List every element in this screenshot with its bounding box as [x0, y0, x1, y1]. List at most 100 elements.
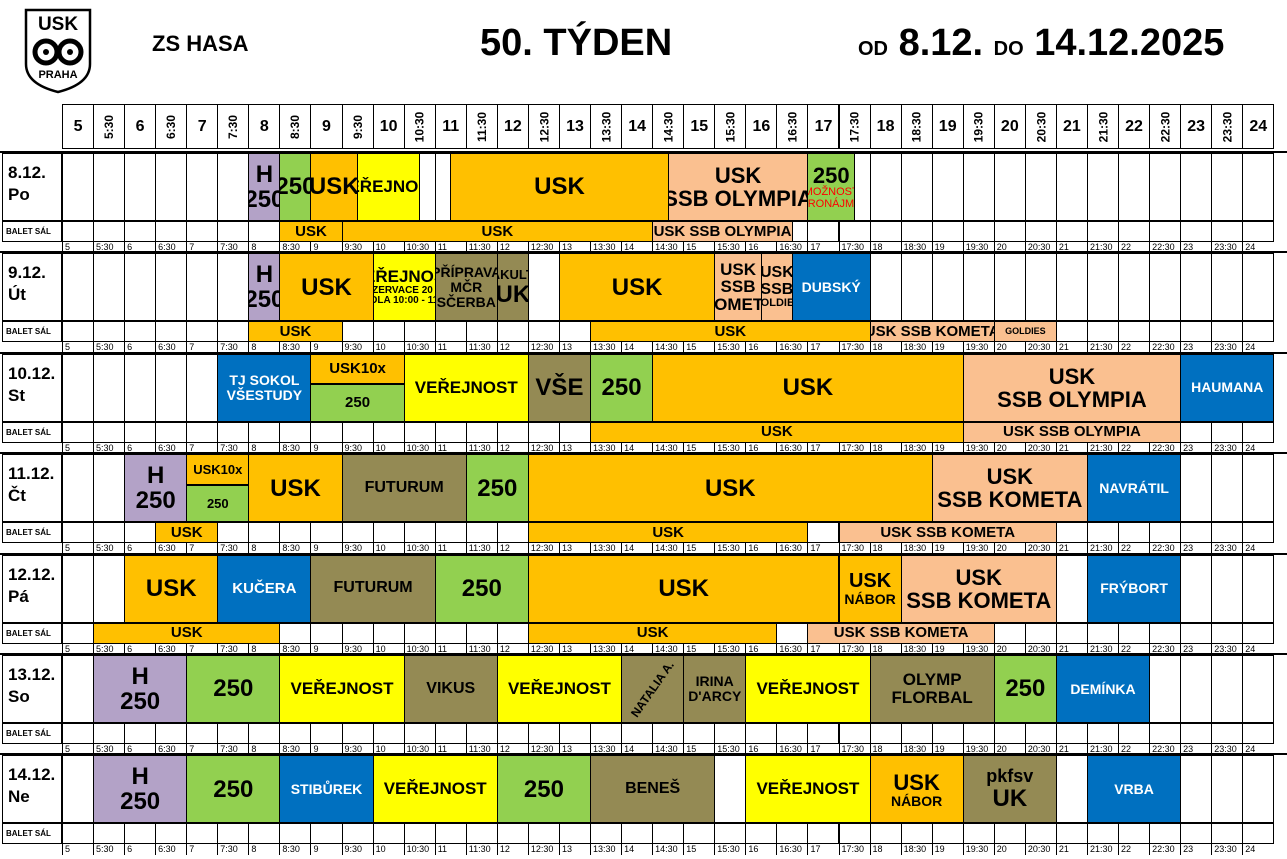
schedule-block-label: SSB KOMETA: [937, 487, 1083, 513]
date-to: 14.12.2025: [1034, 22, 1225, 64]
empty-slot: [155, 153, 188, 221]
balet-empty-slot: [838, 723, 871, 744]
balet-empty-slot: [1242, 522, 1275, 544]
balet-empty-slot: [807, 522, 840, 544]
hour-tick-label: 16:30: [776, 242, 807, 253]
hour-tick-label: 17:30: [838, 543, 870, 555]
hour-tick-label: 5: [62, 844, 93, 856]
balet-empty-slot: [1242, 823, 1275, 845]
balet-empty-slot: [869, 221, 902, 242]
hour-tick-label: 19: [931, 744, 963, 755]
balet-empty-slot: [1024, 221, 1057, 242]
balet-empty-slot: [279, 522, 312, 544]
schedule-block: FRÝBORT: [1086, 554, 1182, 623]
hour-tick-label: 8: [248, 643, 279, 655]
schedule-block-label: VŠE: [535, 374, 584, 402]
schedule-block-label: NAVRÁTIL: [1099, 479, 1169, 496]
hour-tick-label: 5: [62, 744, 93, 755]
hour-tick-label: 23:30: [1211, 744, 1242, 755]
hour-tick-label: 16: [745, 744, 776, 755]
balet-empty-slot: [155, 421, 188, 443]
schedule-block: USK NÁBOR: [838, 554, 902, 623]
hour-tick-label: 5:30: [93, 643, 124, 655]
hour-header-label: 12:30: [536, 111, 551, 142]
schedule-block-label: USK10x: [329, 360, 386, 378]
schedule-block-label: 250: [249, 186, 279, 213]
hour-header-cell: 14:30: [652, 104, 685, 149]
schedule-block: FUTURUM: [310, 554, 436, 623]
hour-tick-label: 19:30: [962, 844, 994, 856]
hour-tick-label: 5: [62, 442, 93, 454]
balet-empty-slot: [310, 522, 343, 544]
hour-tick-label: 18:30: [900, 643, 932, 655]
hour-tick-label: 17: [807, 242, 838, 253]
hour-header-cell: 23:30: [1211, 104, 1244, 149]
balet-empty-slot: [869, 723, 902, 744]
hour-tick-label: 12:30: [527, 643, 559, 655]
hour-tick-label: 9:30: [341, 543, 373, 555]
hour-tick-label: 24: [1242, 643, 1273, 655]
empty-slot: [931, 153, 964, 221]
balet-empty-slot: [900, 723, 933, 744]
day-date: 8.12.: [8, 163, 46, 182]
balet-empty-slot: [372, 723, 405, 744]
hour-tick-label: 10:30: [403, 844, 435, 856]
hour-header-cell: 22: [1118, 104, 1151, 149]
hour-header-cell: 21: [1055, 104, 1088, 149]
hour-tick-label: 14: [621, 744, 652, 755]
hour-tick-label: 21: [1055, 442, 1087, 454]
schedule-block-label: FUTURUM: [333, 579, 413, 597]
day-separator: [0, 452, 1287, 455]
hour-tick-label: 18: [869, 844, 901, 856]
hour-header-cell: 10: [372, 104, 405, 149]
balet-empty-slot: [714, 723, 747, 744]
hour-tick-label: 14:30: [652, 744, 683, 755]
schedule-block-label: NÁBOR: [844, 590, 896, 607]
schedule-block-label: 250: [206, 495, 229, 511]
schedule-block: 250: [434, 554, 529, 623]
hour-tick-label: 23:30: [1211, 643, 1242, 655]
date-from: 8.12.: [898, 22, 984, 64]
hour-header-cell: 10:30: [403, 104, 436, 149]
balet-empty-slot: [186, 321, 219, 343]
hour-tick-label: 20: [993, 844, 1025, 856]
hour-tick-label: 9: [310, 643, 341, 655]
schedule-block-label: 250: [120, 688, 161, 715]
hour-tick-label: 18: [869, 242, 901, 253]
hour-header-label: 15:30: [723, 111, 738, 142]
schedule-block-label: 250: [280, 173, 310, 201]
hour-tick-label: 7:30: [217, 342, 248, 354]
schedule-block: VRBA: [1086, 755, 1182, 824]
balet-empty-slot: [1055, 522, 1088, 544]
schedule-block-label: MOŽNOST: [808, 186, 854, 198]
balet-empty-slot: [1118, 522, 1151, 544]
balet-empty-slot: [186, 221, 219, 242]
balet-empty-slot: [1149, 221, 1182, 242]
hour-tick-label: 10:30: [403, 643, 435, 655]
balet-empty-slot: [1086, 522, 1120, 544]
schedule-block: USK: [310, 153, 359, 221]
hour-tick-label: 17: [807, 543, 838, 555]
empty-slot: [186, 253, 219, 322]
hour-tick-label: 22: [1118, 442, 1149, 454]
schedule-block-label: PŘÍPRAVA: [436, 264, 498, 281]
balet-empty-slot: [465, 522, 498, 544]
hour-tick-label: 15: [683, 342, 714, 354]
hour-header-cell: 5:30: [93, 104, 126, 149]
empty-slot: [1211, 454, 1244, 523]
schedule-block-label: VEŘEJNOST: [358, 177, 419, 197]
schedule-block-label: 250: [135, 487, 176, 515]
schedule-block: NATALIA A.: [621, 655, 685, 723]
balet-block-label: USK SSB KOMETA: [880, 523, 1016, 541]
schedule-block-label: MČR: [450, 279, 483, 296]
hour-tick-label: 8: [248, 543, 279, 555]
balet-empty-slot: [465, 421, 498, 443]
balet-empty-slot: [652, 823, 685, 845]
hour-tick-label: 22:30: [1149, 442, 1180, 454]
hour-tick-label: 13:30: [590, 342, 621, 354]
schedule-block-label: 250: [523, 775, 564, 803]
balet-block-label: USK: [170, 523, 203, 541]
schedule-block: USK10x: [310, 353, 405, 385]
